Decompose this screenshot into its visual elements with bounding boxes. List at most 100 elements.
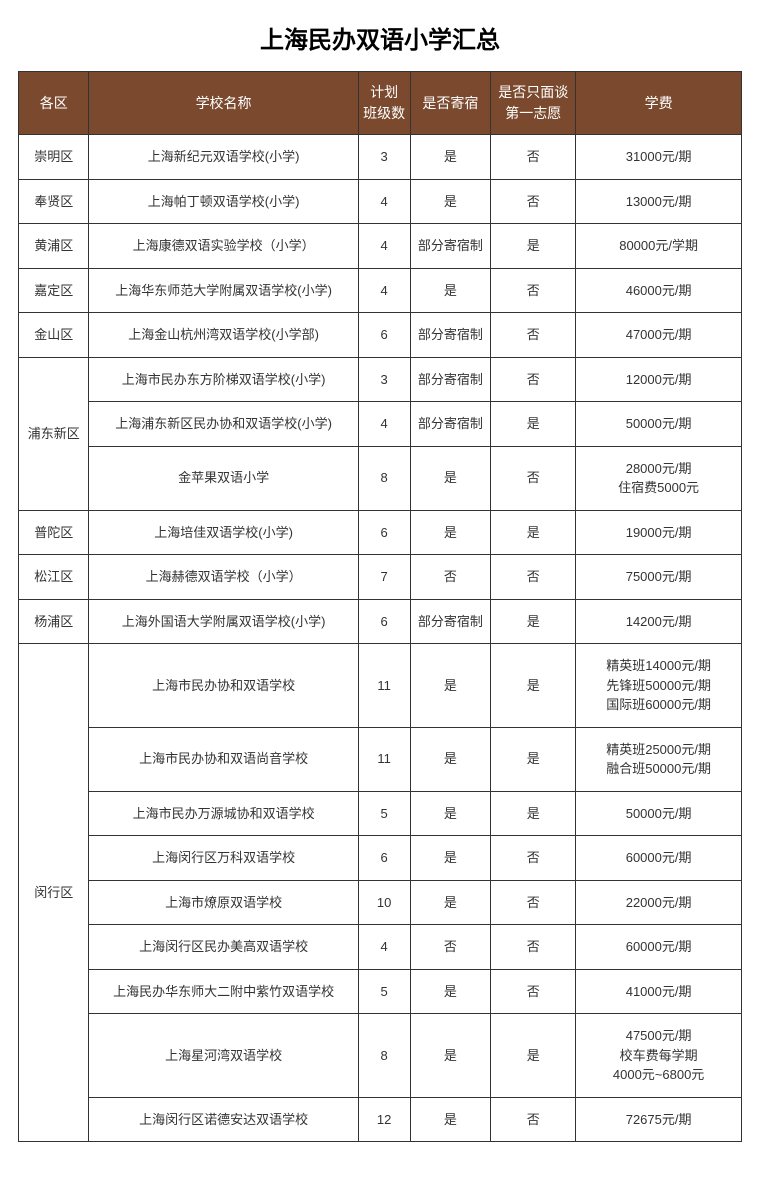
cell-district: 松江区: [19, 555, 89, 600]
cell-first-choice: 否: [491, 179, 576, 224]
cell-first-choice: 否: [491, 357, 576, 402]
cell-first-choice: 否: [491, 1097, 576, 1142]
cell-fee: 12000元/期: [576, 357, 742, 402]
cell-classes: 4: [358, 402, 410, 447]
table-row: 闵行区上海市民办协和双语学校11是是精英班14000元/期 先锋班50000元/…: [19, 644, 742, 728]
cell-district: 黄浦区: [19, 224, 89, 269]
cell-boarding: 部分寄宿制: [410, 357, 491, 402]
cell-fee: 80000元/学期: [576, 224, 742, 269]
cell-boarding: 部分寄宿制: [410, 313, 491, 358]
cell-fee: 精英班25000元/期 融合班50000元/期: [576, 727, 742, 791]
table-row: 上海星河湾双语学校8是是47500元/期 校车费每学期 4000元~6800元: [19, 1014, 742, 1098]
cell-fee: 50000元/期: [576, 791, 742, 836]
cell-boarding: 部分寄宿制: [410, 402, 491, 447]
cell-fee: 精英班14000元/期 先锋班50000元/期 国际班60000元/期: [576, 644, 742, 728]
table-row: 浦东新区上海市民办东方阶梯双语学校(小学)3部分寄宿制否12000元/期: [19, 357, 742, 402]
cell-school: 上海赫德双语学校（小学）: [89, 555, 358, 600]
cell-school: 上海民办华东师大二附中紫竹双语学校: [89, 969, 358, 1014]
cell-first-choice: 是: [491, 599, 576, 644]
schools-table: 各区 学校名称 计划 班级数 是否寄宿 是否只面谈 第一志愿 学费 崇明区上海新…: [18, 71, 742, 1142]
cell-school: 上海浦东新区民办协和双语学校(小学): [89, 402, 358, 447]
header-boarding: 是否寄宿: [410, 72, 491, 135]
cell-boarding: 是: [410, 969, 491, 1014]
cell-fee: 31000元/期: [576, 135, 742, 180]
cell-classes: 4: [358, 224, 410, 269]
table-row: 上海闵行区万科双语学校6是否60000元/期: [19, 836, 742, 881]
cell-boarding: 是: [410, 1097, 491, 1142]
cell-first-choice: 是: [491, 727, 576, 791]
cell-school: 上海康德双语实验学校（小学）: [89, 224, 358, 269]
cell-fee: 41000元/期: [576, 969, 742, 1014]
cell-first-choice: 否: [491, 836, 576, 881]
table-row: 上海闵行区诺德安达双语学校12是否72675元/期: [19, 1097, 742, 1142]
cell-boarding: 是: [410, 1014, 491, 1098]
table-row: 上海闵行区民办美高双语学校4否否60000元/期: [19, 925, 742, 970]
cell-classes: 6: [358, 313, 410, 358]
cell-boarding: 是: [410, 727, 491, 791]
cell-first-choice: 是: [491, 644, 576, 728]
cell-classes: 3: [358, 135, 410, 180]
cell-fee: 28000元/期 住宿费5000元: [576, 446, 742, 510]
cell-school: 上海华东师范大学附属双语学校(小学): [89, 268, 358, 313]
table-row: 金苹果双语小学8是否28000元/期 住宿费5000元: [19, 446, 742, 510]
cell-first-choice: 是: [491, 1014, 576, 1098]
table-row: 奉贤区上海帕丁顿双语学校(小学)4是否13000元/期: [19, 179, 742, 224]
header-school: 学校名称: [89, 72, 358, 135]
cell-classes: 4: [358, 268, 410, 313]
cell-first-choice: 是: [491, 510, 576, 555]
cell-classes: 10: [358, 880, 410, 925]
cell-first-choice: 否: [491, 969, 576, 1014]
cell-first-choice: 否: [491, 925, 576, 970]
cell-school: 上海市民办万源城协和双语学校: [89, 791, 358, 836]
cell-fee: 60000元/期: [576, 836, 742, 881]
cell-school: 上海金山杭州湾双语学校(小学部): [89, 313, 358, 358]
cell-district: 闵行区: [19, 644, 89, 1142]
cell-school: 上海市民办协和双语学校: [89, 644, 358, 728]
cell-classes: 11: [358, 727, 410, 791]
cell-school: 上海星河湾双语学校: [89, 1014, 358, 1098]
cell-boarding: 否: [410, 925, 491, 970]
cell-classes: 6: [358, 836, 410, 881]
table-row: 上海民办华东师大二附中紫竹双语学校5是否41000元/期: [19, 969, 742, 1014]
cell-classes: 3: [358, 357, 410, 402]
cell-school: 上海闵行区诺德安达双语学校: [89, 1097, 358, 1142]
table-row: 上海浦东新区民办协和双语学校(小学)4部分寄宿制是50000元/期: [19, 402, 742, 447]
cell-classes: 4: [358, 179, 410, 224]
table-row: 杨浦区上海外国语大学附属双语学校(小学)6部分寄宿制是14200元/期: [19, 599, 742, 644]
cell-school: 上海市燎原双语学校: [89, 880, 358, 925]
cell-school: 上海外国语大学附属双语学校(小学): [89, 599, 358, 644]
cell-district: 崇明区: [19, 135, 89, 180]
cell-boarding: 是: [410, 836, 491, 881]
cell-fee: 19000元/期: [576, 510, 742, 555]
table-row: 崇明区上海新纪元双语学校(小学)3是否31000元/期: [19, 135, 742, 180]
cell-first-choice: 否: [491, 268, 576, 313]
cell-classes: 4: [358, 925, 410, 970]
cell-first-choice: 是: [491, 791, 576, 836]
cell-fee: 13000元/期: [576, 179, 742, 224]
cell-classes: 12: [358, 1097, 410, 1142]
cell-first-choice: 否: [491, 555, 576, 600]
cell-district: 奉贤区: [19, 179, 89, 224]
cell-boarding: 部分寄宿制: [410, 224, 491, 269]
header-classes: 计划 班级数: [358, 72, 410, 135]
table-row: 金山区上海金山杭州湾双语学校(小学部)6部分寄宿制否47000元/期: [19, 313, 742, 358]
table-row: 嘉定区上海华东师范大学附属双语学校(小学)4是否46000元/期: [19, 268, 742, 313]
cell-school: 上海帕丁顿双语学校(小学): [89, 179, 358, 224]
cell-fee: 72675元/期: [576, 1097, 742, 1142]
cell-school: 金苹果双语小学: [89, 446, 358, 510]
page-title: 上海民办双语小学汇总: [18, 20, 742, 55]
cell-boarding: 否: [410, 555, 491, 600]
table-row: 松江区上海赫德双语学校（小学）7否否75000元/期: [19, 555, 742, 600]
cell-fee: 22000元/期: [576, 880, 742, 925]
header-district: 各区: [19, 72, 89, 135]
table-header-row: 各区 学校名称 计划 班级数 是否寄宿 是否只面谈 第一志愿 学费: [19, 72, 742, 135]
cell-classes: 6: [358, 510, 410, 555]
table-row: 上海市民办协和双语尚音学校11是是精英班25000元/期 融合班50000元/期: [19, 727, 742, 791]
cell-classes: 11: [358, 644, 410, 728]
header-first-choice: 是否只面谈 第一志愿: [491, 72, 576, 135]
cell-classes: 8: [358, 1014, 410, 1098]
cell-district: 嘉定区: [19, 268, 89, 313]
cell-fee: 14200元/期: [576, 599, 742, 644]
cell-first-choice: 是: [491, 224, 576, 269]
cell-fee: 50000元/期: [576, 402, 742, 447]
